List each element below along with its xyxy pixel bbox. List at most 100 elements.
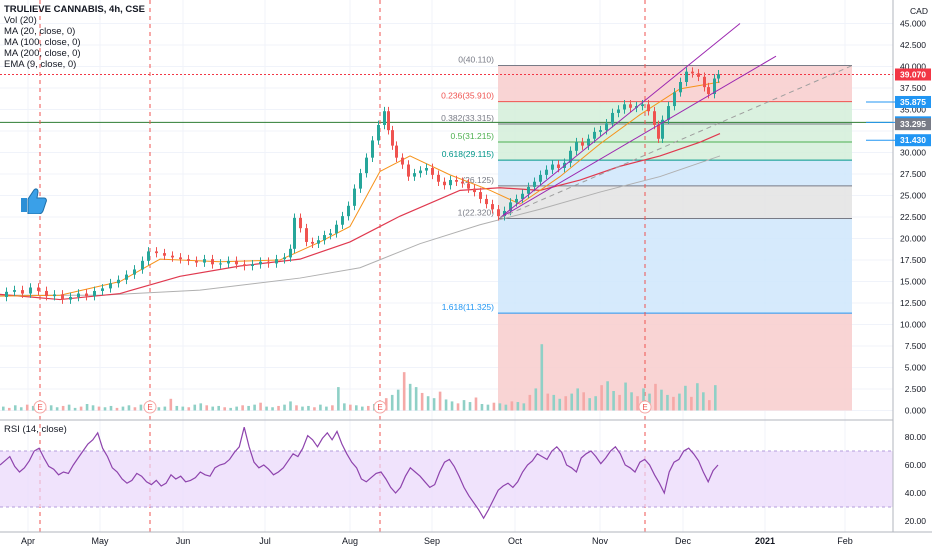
candle-body-23 (179, 257, 182, 260)
candle-body-9 (69, 296, 72, 300)
rsi-indicator-label[interactable]: RSI (14, close) (4, 424, 67, 435)
candle-body-90 (599, 130, 602, 132)
price-badge-3 (895, 118, 931, 131)
candle-body-57 (401, 157, 404, 165)
time-tick-2: Jun (176, 536, 191, 546)
indicator-label-ema9[interactable]: EMA (9, close, 0) (4, 59, 77, 70)
volume-bar-101 (606, 381, 609, 411)
volume-bar-56 (337, 387, 340, 411)
volume-bar-106 (636, 396, 639, 411)
volume-bar-89 (534, 388, 538, 411)
candle-body-86 (575, 142, 578, 151)
volume-bar-91 (546, 393, 550, 411)
fib-label-3: 0.5(31.215) (451, 131, 495, 141)
volume-bar-10 (61, 405, 65, 411)
volume-bar-95 (570, 393, 574, 411)
volume-bar-2 (13, 405, 17, 411)
candle-body-15 (117, 279, 120, 284)
volume-bar-119 (714, 385, 717, 411)
candle-body-71 (485, 198, 488, 205)
candle-body-1 (5, 291, 8, 297)
candle-body-81 (545, 169, 548, 175)
candle-body-68 (467, 183, 470, 189)
volume-bar-32 (193, 404, 197, 411)
volume-bar-43 (259, 402, 262, 411)
candle-body-41 (311, 241, 314, 244)
candle-body-26 (203, 259, 206, 263)
candle-body-4 (29, 287, 32, 294)
time-tick-10: Feb (837, 536, 853, 546)
price-badge-1 (895, 95, 931, 108)
volume-bar-67 (402, 372, 406, 411)
volume-bar-58 (349, 404, 352, 411)
volume-bar-13 (79, 406, 83, 411)
volume-bar-23 (139, 404, 143, 411)
fib-zone-1 (498, 101, 852, 124)
fib-zone-2 (498, 123, 852, 143)
volume-bar-74 (444, 399, 448, 411)
volume-bar-4 (25, 404, 29, 411)
indicator-label-ma20[interactable]: MA (20, close, 0) (4, 26, 76, 37)
volume-bar-65 (390, 394, 394, 411)
volume-bar-79 (474, 397, 478, 411)
candle-body-93 (617, 109, 620, 113)
symbol-title[interactable]: TRULIEVE CANNABIS, 4h, CSE (4, 4, 145, 15)
candle-body-66 (455, 180, 458, 182)
candle-body-70 (479, 192, 482, 199)
volume-bar-19 (115, 407, 119, 411)
volume-bar-41 (247, 405, 250, 411)
indicator-label-ma100[interactable]: MA (100, close, 0) (4, 37, 81, 48)
volume-bar-48 (289, 401, 292, 411)
volume-bar-96 (576, 388, 579, 411)
volume-bar-71 (426, 396, 430, 411)
volume-bar-109 (654, 383, 657, 411)
volume-bar-83 (498, 403, 502, 411)
price-badge-label-3: 33.295 (900, 119, 926, 129)
volume-bar-21 (127, 405, 131, 411)
volume-bar-37 (223, 407, 226, 411)
candle-body-30 (235, 260, 238, 265)
candle-body-7 (53, 294, 56, 297)
volume-bar-30 (181, 406, 185, 411)
volume-bar-11 (67, 404, 71, 411)
indicator-label-vol[interactable]: Vol (20) (4, 15, 37, 26)
volume-bar-72 (432, 398, 436, 411)
earnings-marker-label-0: E (37, 403, 42, 412)
candle-body-91 (605, 123, 608, 131)
price-badge-4 (895, 134, 931, 147)
price-tick-3: 37.500 (900, 83, 926, 93)
fib-label-4: 0.618(29.115) (442, 149, 494, 159)
price-tick-9: 20.000 (900, 234, 926, 244)
candle-body-99 (653, 111, 656, 125)
candle-body-56 (395, 145, 398, 158)
volume-bar-116 (696, 383, 699, 411)
time-tick-4: Aug (342, 536, 358, 546)
volume-bar-85 (510, 401, 514, 411)
candle-body-20 (155, 251, 158, 254)
price-tick-13: 10.000 (900, 320, 926, 330)
candle-body-24 (187, 259, 190, 261)
rsi-tick-2: 40.00 (905, 488, 927, 498)
fib-zone-6 (498, 218, 852, 314)
volume-bar-5 (31, 405, 35, 411)
candle-body-110 (713, 78, 716, 95)
fib-label-7: 1.618(11.325) (442, 302, 494, 312)
price-badge-label-4: 31.430 (900, 135, 926, 145)
candle-body-105 (685, 71, 688, 82)
time-axis (0, 532, 932, 550)
candle-body-94 (623, 104, 626, 110)
chart-legend: TRULIEVE CANNABIS, 4h, CSE Vol (20) MA (… (4, 4, 145, 70)
volume-bar-117 (702, 392, 705, 411)
candle-body-32 (251, 264, 254, 267)
volume-bar-70 (420, 392, 424, 411)
volume-bar-20 (121, 406, 125, 411)
volume-bar-103 (618, 394, 621, 411)
volume-bar-87 (522, 403, 526, 411)
volume-bar-52 (313, 407, 316, 411)
fib-label-1: 0.236(35.910) (441, 91, 494, 101)
indicator-label-ma200[interactable]: MA (200, close, 0) (4, 48, 81, 59)
candle-body-87 (581, 142, 584, 146)
volume-bar-12 (73, 407, 77, 411)
time-tick-7: Nov (592, 536, 609, 546)
